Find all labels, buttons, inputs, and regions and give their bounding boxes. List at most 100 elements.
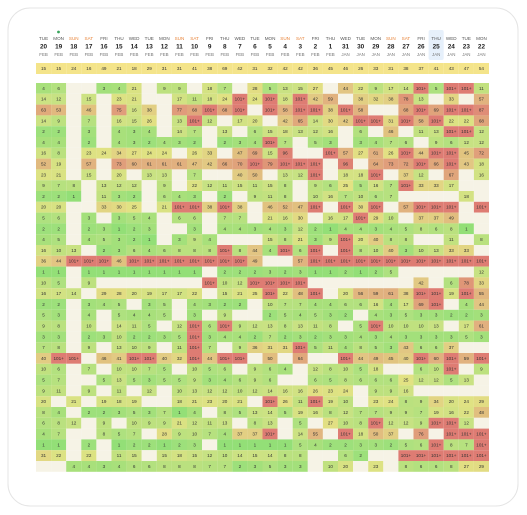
cell	[262, 396, 278, 407]
cell	[307, 83, 323, 94]
cell-value: 22	[86, 453, 92, 458]
cell	[353, 191, 369, 202]
cell	[111, 288, 127, 299]
cell-value: 3	[329, 140, 332, 145]
cell-value: 5	[314, 345, 317, 350]
cell-value: 5	[405, 313, 408, 318]
month: JAN	[477, 52, 485, 57]
cell	[232, 353, 248, 364]
weekday: TUE	[39, 36, 48, 41]
cell	[247, 385, 263, 397]
summary-cell	[156, 63, 172, 74]
cell-value: 12	[71, 421, 77, 426]
cell	[81, 245, 97, 256]
cell-value: 38	[403, 291, 409, 296]
cell	[171, 83, 187, 94]
cell	[126, 407, 142, 418]
cell	[171, 266, 187, 278]
cell-value: 1	[72, 194, 75, 199]
cell	[322, 299, 338, 310]
cell	[217, 126, 233, 137]
cell	[473, 461, 489, 472]
cell	[96, 180, 112, 191]
cell-value: 101+	[159, 259, 170, 264]
cell-value: 7	[465, 442, 468, 447]
cell	[126, 309, 142, 321]
cell	[247, 342, 263, 353]
cell-value: 101+	[189, 345, 200, 350]
cell-value: 49	[449, 216, 455, 221]
cell	[232, 212, 248, 224]
cell	[96, 245, 112, 256]
cell	[262, 158, 278, 170]
cell	[353, 147, 369, 159]
cell-value: 1	[118, 226, 121, 231]
cell	[428, 417, 444, 429]
cell-value: 4	[314, 442, 317, 447]
cell	[66, 407, 82, 418]
cell	[322, 158, 338, 170]
cell-value: 20	[41, 205, 47, 210]
cell-value: 4	[254, 140, 257, 145]
cell-value: 101+	[265, 97, 276, 102]
cell	[443, 83, 459, 94]
cell	[247, 169, 263, 181]
cell	[232, 288, 248, 299]
cell-value: 6	[269, 367, 272, 372]
cell-value: 101+	[371, 172, 382, 177]
cell	[126, 450, 142, 461]
cell-value: 75	[116, 108, 122, 113]
cell-value: 15	[267, 151, 273, 156]
day: 18	[70, 44, 78, 51]
cell-value: 57	[479, 97, 485, 102]
cell	[51, 93, 67, 105]
cell	[473, 353, 489, 364]
cell	[66, 115, 82, 127]
cell	[428, 191, 444, 202]
cell	[322, 396, 338, 407]
cell-value: 11	[192, 97, 197, 102]
cell	[277, 288, 293, 299]
cell	[126, 353, 142, 364]
cell	[36, 299, 52, 310]
cell	[458, 191, 474, 202]
month: JAN	[357, 52, 365, 57]
cell	[368, 234, 384, 245]
cell-value: 8	[284, 237, 287, 242]
cell-value: 3	[118, 216, 121, 221]
cell	[232, 331, 248, 343]
weekday: SUN	[280, 36, 290, 41]
cell-value: 101+	[310, 291, 321, 296]
cell	[66, 255, 82, 267]
cell	[428, 147, 444, 159]
cell-value: 6	[148, 464, 151, 469]
cell-value: 7	[223, 86, 226, 91]
cell	[413, 374, 429, 386]
cell-value: 1	[193, 270, 196, 275]
cell-value: 8	[193, 464, 196, 469]
cell	[156, 407, 172, 418]
cell	[187, 385, 203, 397]
day: 9	[208, 44, 212, 51]
cell	[156, 266, 172, 278]
cell-value: 7	[284, 140, 287, 145]
cell	[473, 169, 489, 181]
cell	[156, 374, 172, 386]
cell-value: 4	[223, 432, 226, 437]
cell	[156, 158, 172, 170]
cell	[398, 201, 414, 213]
cell	[262, 461, 278, 472]
cell-value: 101+	[446, 86, 457, 91]
cell-value: 3	[208, 302, 211, 307]
cell-value: 4	[72, 464, 75, 469]
cell	[36, 277, 52, 289]
cell-value: 8	[57, 324, 60, 329]
cell	[338, 320, 354, 332]
cell	[141, 407, 157, 418]
cell-value: 21	[267, 216, 273, 221]
cell-value: 3	[420, 334, 423, 339]
month: FEB	[190, 52, 199, 57]
cell-value: 9	[193, 378, 196, 383]
cell-value: 2	[223, 194, 226, 199]
cell-value: 13	[222, 421, 228, 426]
